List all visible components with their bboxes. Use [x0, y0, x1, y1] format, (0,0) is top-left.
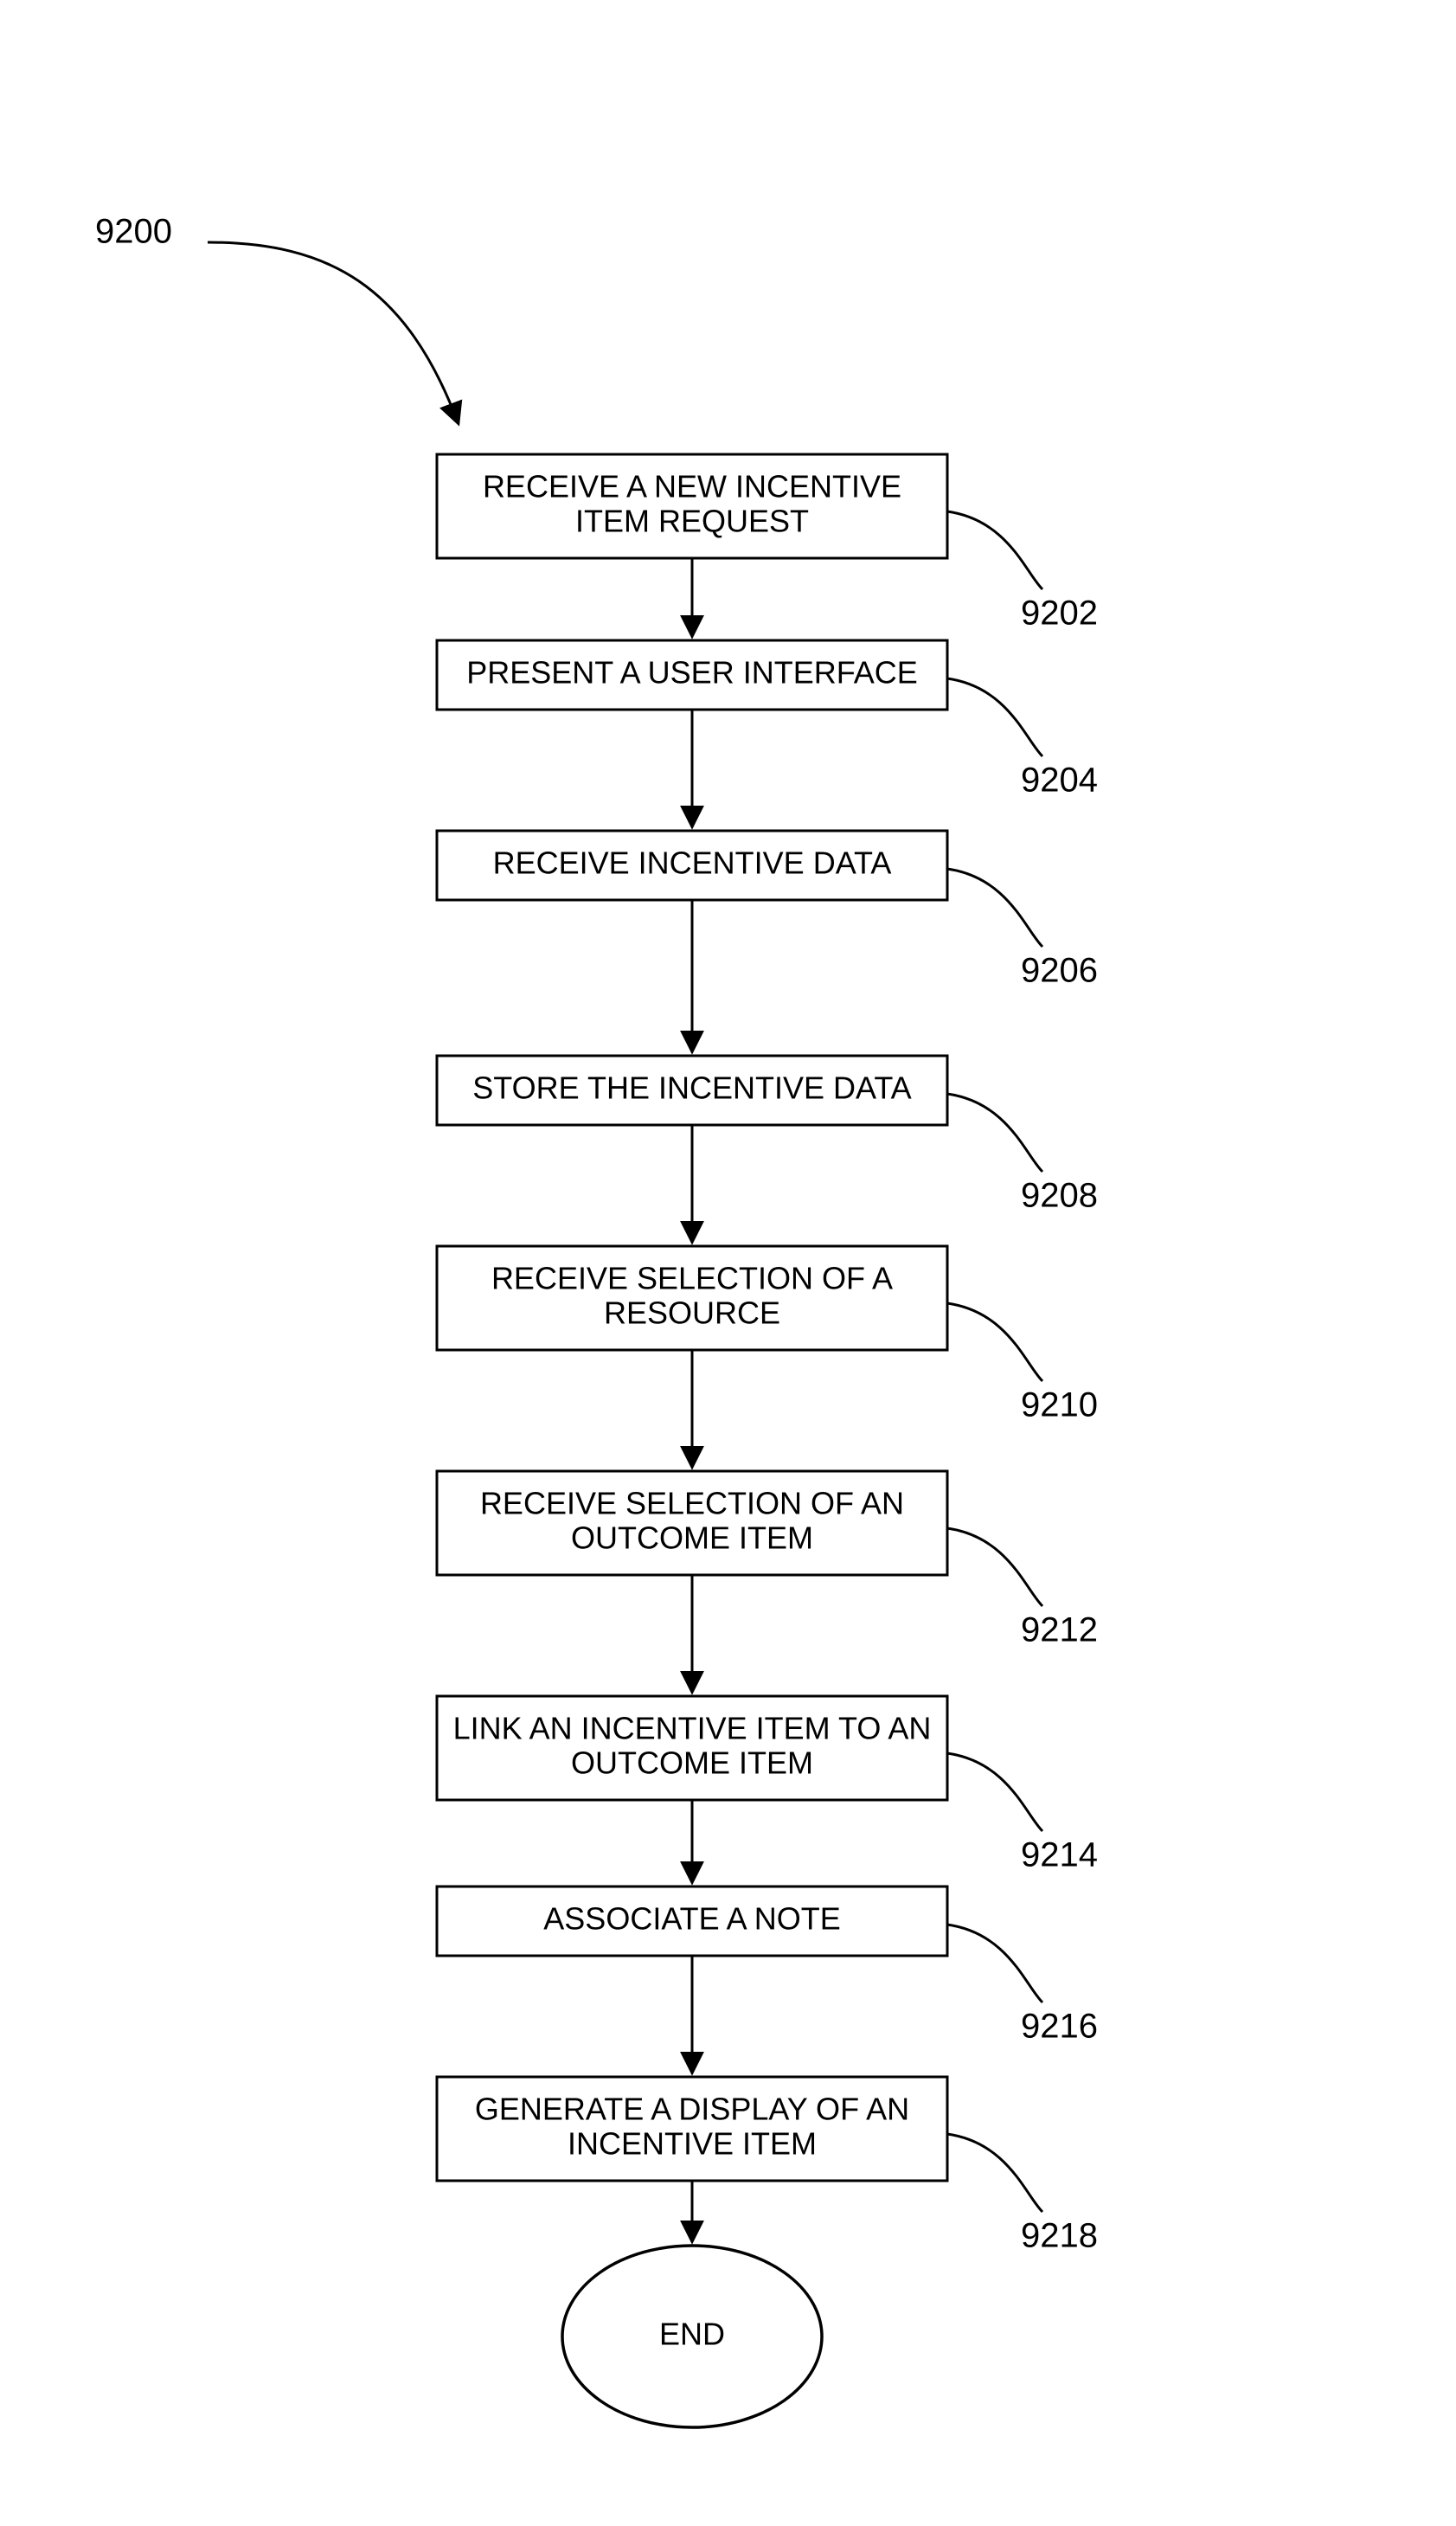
- reference-label-9216: 9216: [1021, 2008, 1098, 2046]
- process-text-9206-line0: RECEIVE INCENTIVE DATA: [493, 845, 892, 881]
- leader-9218: [947, 2134, 1042, 2212]
- process-text-9204-line0: PRESENT A USER INTERFACE: [466, 655, 917, 691]
- process-text-9214-line1: OUTCOME ITEM: [571, 1745, 813, 1781]
- leader-9206: [947, 869, 1042, 947]
- process-text-9202-line1: ITEM REQUEST: [575, 504, 809, 539]
- leader-9216: [947, 1925, 1042, 2002]
- reference-label-9214: 9214: [1021, 1836, 1098, 1874]
- process-text-9218-line0: GENERATE A DISPLAY OF AN: [475, 2092, 909, 2127]
- reference-label-9212: 9212: [1021, 1611, 1098, 1649]
- leader-9204: [947, 678, 1042, 756]
- process-text-9218-line1: INCENTIVE ITEM: [568, 2126, 817, 2162]
- leader-9214: [947, 1753, 1042, 1831]
- process-text-9216-line0: ASSOCIATE A NOTE: [543, 1901, 840, 1937]
- process-text-9212-line0: RECEIVE SELECTION OF AN: [480, 1486, 904, 1521]
- process-text-9210-line0: RECEIVE SELECTION OF A: [491, 1261, 893, 1296]
- process-text-9202-line0: RECEIVE A NEW INCENTIVE: [483, 469, 901, 505]
- leader-9208: [947, 1094, 1042, 1172]
- root-leader-arrow: [208, 242, 459, 424]
- reference-label-9204: 9204: [1021, 762, 1098, 800]
- leader-9202: [947, 511, 1042, 589]
- root-reference-label: 9200: [95, 213, 172, 251]
- reference-label-9210: 9210: [1021, 1386, 1098, 1424]
- process-text-9214-line0: LINK AN INCENTIVE ITEM TO AN: [453, 1711, 932, 1746]
- process-text-9212-line1: OUTCOME ITEM: [571, 1520, 813, 1556]
- reference-label-9208: 9208: [1021, 1177, 1098, 1215]
- reference-label-9202: 9202: [1021, 595, 1098, 633]
- process-text-9210-line1: RESOURCE: [604, 1295, 780, 1331]
- leader-9210: [947, 1303, 1042, 1381]
- leader-9212: [947, 1528, 1042, 1606]
- end-terminator-text: END: [659, 2317, 725, 2352]
- reference-label-9218: 9218: [1021, 2217, 1098, 2255]
- process-text-9208-line0: STORE THE INCENTIVE DATA: [472, 1070, 911, 1106]
- reference-label-9206: 9206: [1021, 952, 1098, 990]
